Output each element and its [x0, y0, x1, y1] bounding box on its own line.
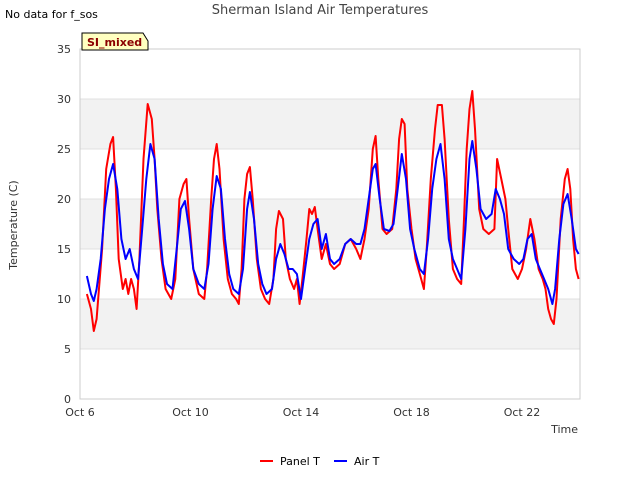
- grid-band: [80, 99, 580, 149]
- plot-frame: [79, 48, 581, 400]
- si-mixed-badge: SI_mixed: [81, 32, 149, 51]
- grid-band: [80, 299, 580, 349]
- x-axis-label: Time: [550, 423, 578, 436]
- grid-band: [80, 199, 580, 249]
- legend: Panel T Air T: [260, 455, 380, 468]
- x-axis-ticks: Oct 6 Oct 10 Oct 14 Oct 18 Oct 22: [65, 406, 540, 419]
- y-tick-label: 25: [57, 143, 71, 156]
- chart-title: Sherman Island Air Temperatures: [211, 3, 429, 18]
- y-tick-label: 20: [57, 193, 71, 206]
- y-tick-label: 35: [57, 43, 71, 56]
- badge-label: SI_mixed: [87, 36, 142, 49]
- x-tick-label: Oct 14: [283, 406, 320, 419]
- y-tick-label: 5: [64, 343, 71, 356]
- series-line-air-t: [85, 140, 580, 305]
- no-data-note: No data for f_sos: [5, 8, 98, 21]
- y-tick-label: 15: [57, 243, 71, 256]
- x-tick-label: Oct 18: [393, 406, 430, 419]
- y-tick-label: 30: [57, 93, 71, 106]
- series-line-panel-t: [85, 90, 580, 332]
- series-lines: [85, 90, 580, 332]
- y-axis-ticks: 0 5 10 15 20 25 30 35: [57, 43, 71, 406]
- x-tick-label: Oct 22: [504, 406, 541, 419]
- y-tick-label: 10: [57, 293, 71, 306]
- x-tick-label: Oct 10: [172, 406, 209, 419]
- y-axis-label: Temperature (C): [7, 180, 20, 270]
- legend-label-air-t: Air T: [354, 455, 380, 468]
- x-tick-label: Oct 6: [65, 406, 95, 419]
- legend-label-panel-t: Panel T: [280, 455, 320, 468]
- y-tick-label: 0: [64, 393, 71, 406]
